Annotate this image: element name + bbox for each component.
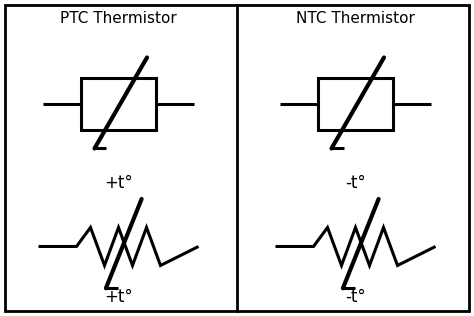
Text: -t°: -t° [345, 288, 366, 306]
Bar [81, 78, 156, 130]
Text: +t°: +t° [104, 288, 133, 306]
Text: NTC Thermistor: NTC Thermistor [296, 10, 415, 26]
Text: -t°: -t° [345, 174, 366, 192]
Text: +t°: +t° [104, 174, 133, 192]
Bar [318, 78, 393, 130]
Text: PTC Thermistor: PTC Thermistor [60, 10, 177, 26]
